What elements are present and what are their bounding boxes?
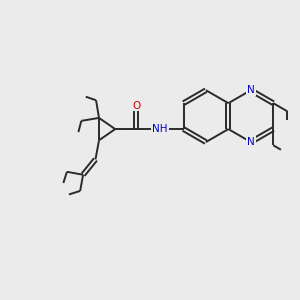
Text: NH: NH <box>152 124 168 134</box>
Text: O: O <box>132 100 140 110</box>
Text: N: N <box>247 137 255 147</box>
Text: N: N <box>247 85 255 95</box>
